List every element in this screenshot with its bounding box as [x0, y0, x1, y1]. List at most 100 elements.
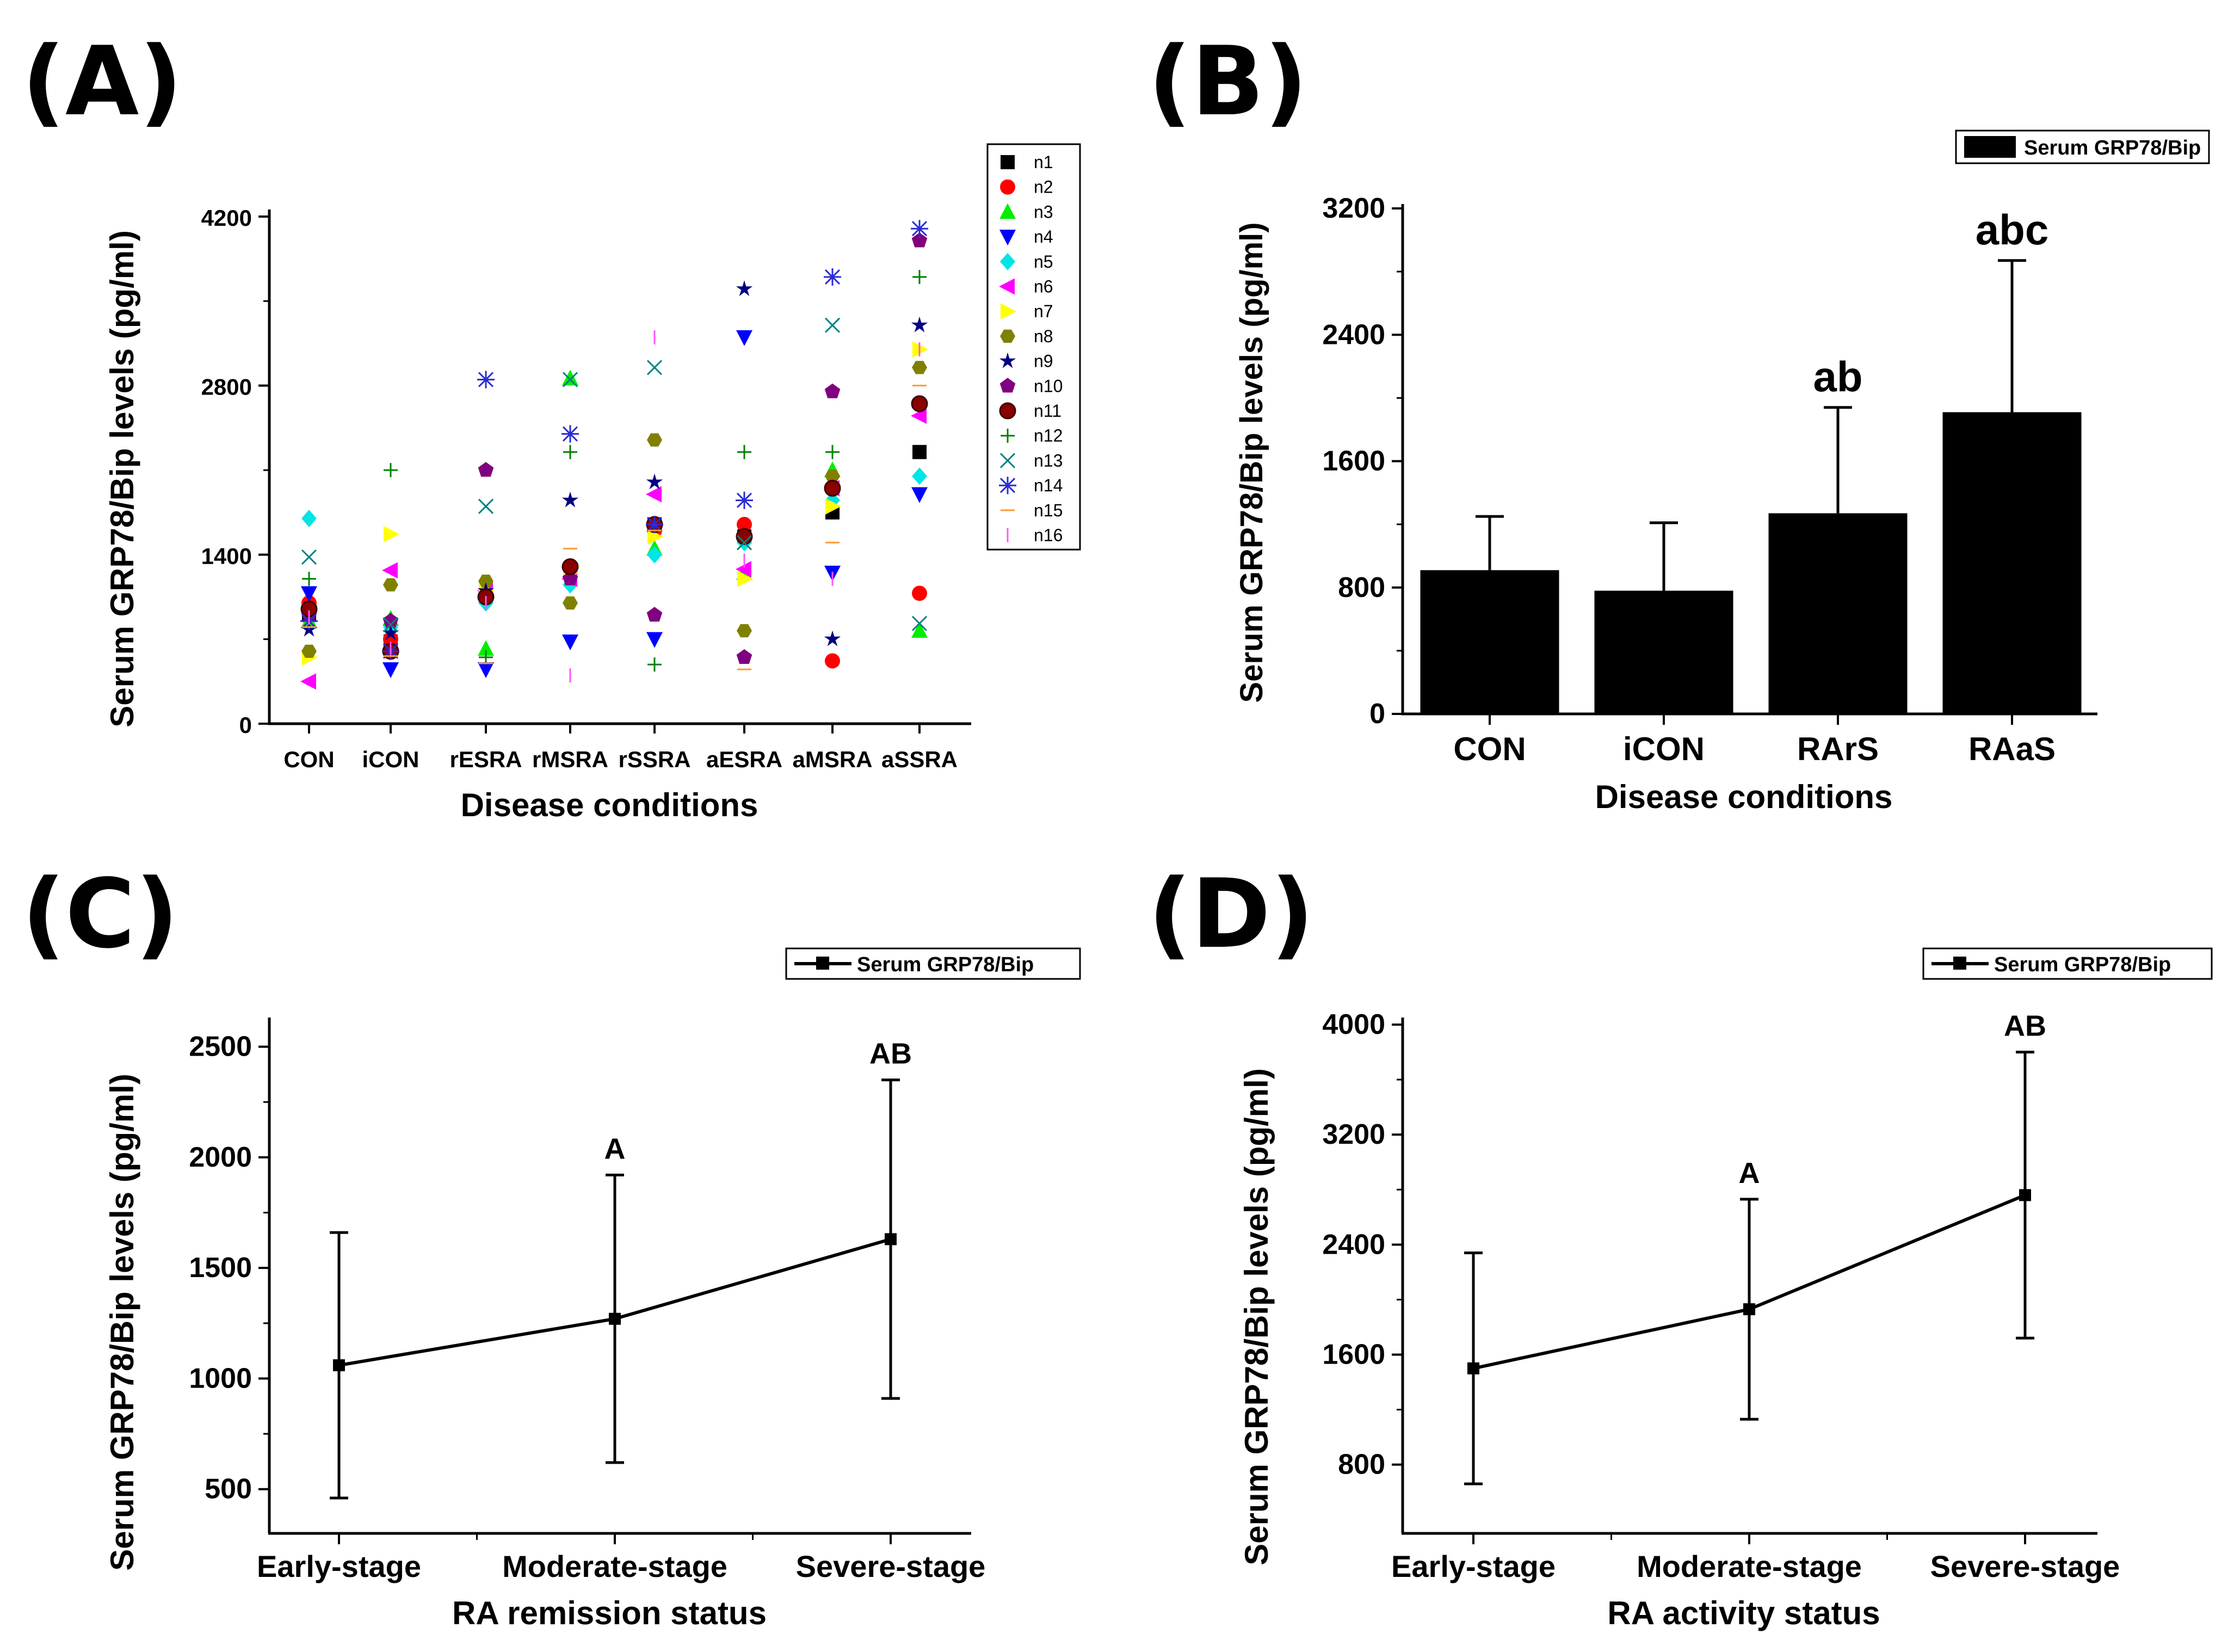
panel-c-point-0: [333, 1359, 345, 1372]
panel-a-point-n8: [912, 361, 927, 374]
panel-d-x-axis-title: RA activity status: [1607, 1595, 1880, 1631]
panel-d-annotation-1: A: [1739, 1157, 1760, 1189]
panel-a-legend-marker-n4: [999, 230, 1016, 246]
panel-a-point-n12: [479, 650, 493, 664]
panel-a-legend-marker-n14: [999, 477, 1016, 495]
panel-a-legend-marker-n9: [999, 352, 1016, 368]
panel-a-point-n5: [301, 509, 317, 527]
panel-b-y-ticks: 0 800 1600 2400 3200: [1322, 193, 1403, 730]
panel-c-y-tick-label: 1500: [189, 1252, 252, 1284]
panel-a-point-n8: [383, 578, 398, 591]
panel-a-point-n3: [911, 622, 928, 638]
panel-d-y-tick-label: 1600: [1322, 1339, 1385, 1370]
panel-a-point-n2: [383, 631, 398, 647]
panel-a-point-n9: [646, 473, 663, 490]
panel-c-legend: Serum GRP78/Bip: [785, 947, 1081, 980]
panel-a-legend-label-n14: n14: [1034, 476, 1063, 495]
panel-a-point-n3: [562, 369, 578, 386]
panel-a-legend-marker-n11: [999, 402, 1016, 420]
panel-b-x-tick-label: iCON: [1623, 731, 1705, 767]
panel-a-point-n13: [562, 372, 578, 387]
panel-b-y-tick-label: 3200: [1322, 193, 1385, 224]
panel-d-legend: Serum GRP78/Bip: [1922, 947, 2213, 980]
panel-b-bar-iCON: [1594, 590, 1733, 714]
panel-d-point-1: [1743, 1303, 1755, 1316]
panel-a-y-ticks: 0 1400 2800 4200: [201, 205, 269, 738]
panel-d: (D) Serum GRP78/Bip levels (pg/ml) RA ac…: [1148, 859, 2213, 1631]
panel-c-y-axis-title: Serum GRP78/Bip levels (pg/ml): [104, 1074, 140, 1571]
panel-a-label: (A): [22, 27, 182, 137]
panel-a-point-n4: [736, 330, 752, 346]
panel-c-series: A AB: [330, 1038, 912, 1500]
panel-b-x-axis-title: Disease conditions: [1595, 779, 1893, 815]
panel-c-x-tick-label: Moderate-stage: [502, 1549, 727, 1583]
panel-b-bar-CON: [1420, 570, 1559, 714]
panel-b-x-tick-label: CON: [1453, 731, 1526, 767]
panel-a-point-n12: [912, 269, 927, 284]
panel-d-y-axis-title: Serum GRP78/Bip levels (pg/ml): [1238, 1068, 1275, 1565]
panel-a-point-n5: [647, 546, 662, 564]
panel-a-point-n11: [824, 479, 841, 497]
panel-d-annotation-2: AB: [2004, 1010, 2046, 1043]
panel-d-point-0: [1467, 1362, 1479, 1374]
panel-d-x-tick-label: Moderate-stage: [1637, 1549, 1862, 1583]
panel-b-y-tick-label: 1600: [1322, 446, 1385, 477]
panel-a-y-tick-label: 2800: [201, 374, 252, 400]
panel-a-y-tick-label: 4200: [201, 205, 252, 231]
panel-a-legend-label-n9: n9: [1034, 352, 1053, 371]
panel-d-y-tick-label: 800: [1338, 1449, 1385, 1481]
panel-a-point-n10: [646, 607, 663, 622]
panel-a-legend-marker-n2: [1000, 179, 1015, 195]
panel-a-legend-label-n8: n8: [1034, 326, 1053, 346]
panel-a-point-n10: [911, 232, 928, 248]
panel-a-legend-label-n13: n13: [1034, 451, 1063, 470]
panel-b-y-tick-label: 0: [1369, 698, 1385, 730]
panel-a-point-n12: [737, 445, 751, 459]
panel-d-label: (D): [1148, 859, 1314, 970]
panel-a-legend-label-n3: n3: [1034, 202, 1053, 221]
panel-a-point-n8: [478, 575, 493, 588]
panel-a-point-n10: [382, 613, 399, 628]
panel-a-point-n14: [477, 371, 495, 389]
panel-a-point-n3: [478, 640, 494, 656]
panel-b-legend: Serum GRP78/Bip: [1955, 130, 2210, 164]
panel-c-y-tick-label: 1000: [189, 1363, 252, 1394]
panel-a-x-tick-label: aSSRA: [881, 747, 958, 772]
panel-d-legend-marker: [1953, 957, 1966, 970]
panel-d-legend-label: Serum GRP78/Bip: [1994, 953, 2171, 976]
panel-a-point-n6: [736, 560, 751, 577]
panel-a-x-tick-label: rMSRA: [532, 747, 608, 772]
panel-a-point-n7: [384, 526, 399, 543]
panel-a-point-n4: [382, 662, 399, 679]
panel-a-point-n8: [647, 433, 662, 447]
panel-a-point-n13: [736, 535, 752, 551]
panel-a-point-n6: [382, 562, 398, 579]
panel-a-point-n7: [647, 528, 663, 545]
panel-a-point-n4: [301, 586, 317, 602]
panel-a-point-n4: [646, 632, 663, 648]
panel-d-x-tick-label: Severe-stage: [1930, 1549, 2120, 1583]
panel-a-legend-marker-n5: [1000, 252, 1015, 270]
panel-a-point-n11: [561, 558, 579, 576]
panel-c-x-axis-title: RA remission status: [452, 1595, 767, 1631]
panel-a-y-axis-title: Serum GRP78/Bip levels (pg/ml): [104, 230, 140, 728]
panel-d-y-tick-label: 3200: [1322, 1119, 1385, 1150]
panel-b-bars: ab abc: [1420, 206, 2082, 714]
panel-a-point-n14: [824, 268, 841, 286]
panel-a-point-n4: [562, 634, 578, 651]
panel-a-axes: [268, 209, 971, 725]
panel-c-legend-marker: [816, 957, 829, 970]
panel-a-legend-label-n7: n7: [1034, 301, 1053, 321]
panel-c-annotation-1: A: [604, 1132, 626, 1165]
panel-a-point-n7: [825, 498, 841, 515]
panel-c-annotation-2: AB: [869, 1038, 912, 1070]
panel-a-legend-box: [986, 143, 1081, 551]
panel-a-legend-label-n16: n16: [1034, 526, 1063, 545]
panel-c-point-2: [885, 1233, 897, 1246]
panel-a-y-tick-label: 1400: [201, 543, 252, 569]
panel-a-point-n12: [302, 571, 316, 586]
panel-a-point-n8: [301, 644, 317, 658]
panel-b-annotation-RArS: ab: [1813, 353, 1862, 400]
panel-a-point-n8: [825, 470, 840, 483]
panel-d-series: A AB: [1464, 1010, 2046, 1485]
